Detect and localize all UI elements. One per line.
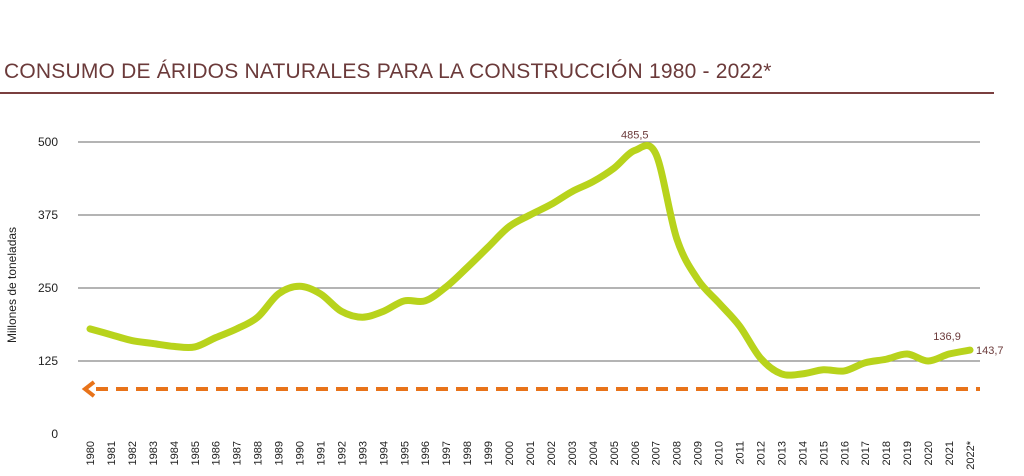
y-axis-label: Millones de toneladas [5, 227, 19, 343]
x-tick-1980: 1980 [85, 441, 97, 465]
x-tick-2010: 2010 [714, 441, 726, 465]
data-label-2022*: 143,7 [976, 345, 1004, 357]
y-tick-0: 0 [51, 427, 58, 441]
title-divider [0, 92, 994, 94]
x-tick-2011: 2011 [735, 441, 747, 465]
x-tick-2004: 2004 [588, 441, 600, 465]
x-tick-1997: 1997 [441, 441, 453, 465]
x-tick-2013: 2013 [776, 441, 788, 465]
x-tick-1981: 1981 [106, 441, 118, 465]
x-tick-1989: 1989 [274, 441, 286, 465]
x-tick-2008: 2008 [672, 441, 684, 465]
y-tick-500: 500 [38, 135, 58, 149]
x-tick-2002: 2002 [546, 441, 558, 465]
x-tick-2009: 2009 [693, 441, 705, 465]
x-tick-1998: 1998 [462, 441, 474, 465]
y-tick-375: 375 [38, 208, 58, 222]
x-tick-2015: 2015 [818, 441, 830, 465]
x-tick-2022*: 2022* [965, 440, 977, 469]
x-tick-2001: 2001 [525, 441, 537, 465]
x-tick-2000: 2000 [504, 441, 516, 465]
x-tick-1992: 1992 [336, 441, 348, 465]
x-tick-2014: 2014 [797, 441, 809, 465]
x-tick-1982: 1982 [127, 441, 139, 465]
x-tick-1988: 1988 [253, 441, 265, 465]
x-tick-1995: 1995 [399, 441, 411, 465]
x-tick-2017: 2017 [860, 441, 872, 465]
x-tick-1994: 1994 [378, 441, 390, 465]
x-tick-2005: 2005 [609, 441, 621, 465]
y-tick-125: 125 [38, 354, 58, 368]
data-label-2006: 485,5 [621, 129, 649, 141]
x-tick-labels: 1980 1981 1982 1983 1984 1985 1986 1987 1988 1989… [85, 440, 977, 469]
x-tick-1983: 1983 [148, 441, 160, 465]
x-tick-2018: 2018 [881, 441, 893, 465]
x-tick-1990: 1990 [295, 441, 307, 465]
x-tick-2019: 2019 [902, 441, 914, 465]
x-tick-1996: 1996 [420, 441, 432, 465]
chart-title: CONSUMO DE ÁRIDOS NATURALES PARA LA CONS… [4, 60, 772, 83]
x-tick-1985: 1985 [190, 441, 202, 465]
y-tick-labels: 0 125 250 375 500 [38, 135, 58, 441]
reference-arrow [81, 380, 96, 398]
x-tick-2016: 2016 [839, 441, 851, 465]
x-tick-1993: 1993 [357, 441, 369, 465]
x-tick-2003: 2003 [567, 441, 579, 465]
x-tick-2007: 2007 [651, 441, 663, 465]
x-tick-2020: 2020 [923, 441, 935, 465]
x-tick-2021: 2021 [944, 441, 956, 465]
data-label-2021: 136,9 [933, 331, 961, 343]
series-path [86, 142, 974, 379]
x-tick-1987: 1987 [232, 441, 244, 465]
x-tick-2006: 2006 [630, 441, 642, 465]
series-line [86, 142, 974, 379]
x-tick-2012: 2012 [755, 441, 767, 465]
x-tick-1984: 1984 [169, 441, 181, 465]
x-tick-1999: 1999 [483, 441, 495, 465]
y-tick-250: 250 [38, 281, 58, 295]
x-tick-1991: 1991 [315, 441, 327, 465]
grid-lines [78, 141, 980, 362]
x-tick-1986: 1986 [211, 441, 223, 465]
data-labels: 485,5 136,9 143,7 [621, 129, 1004, 357]
reference-line [81, 380, 980, 398]
